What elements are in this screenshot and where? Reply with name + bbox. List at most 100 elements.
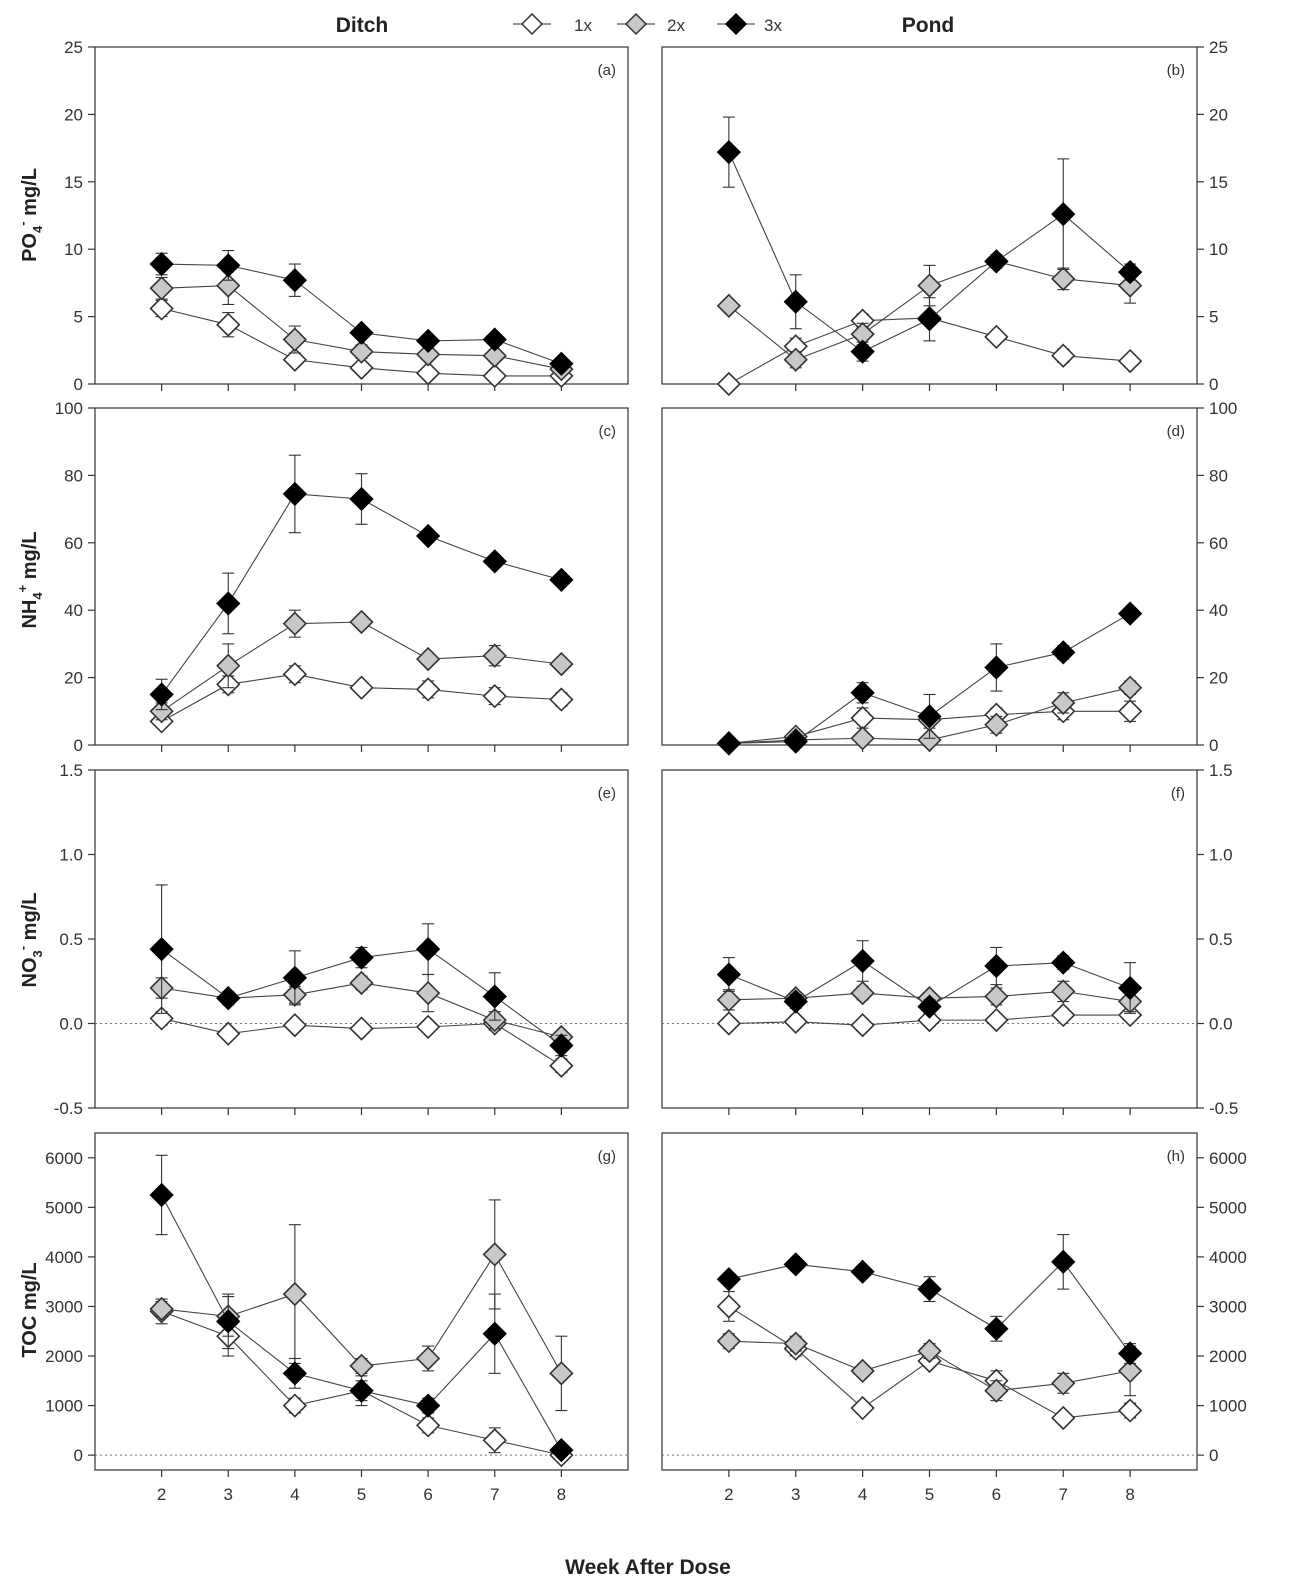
y-tick-label-c: 80 bbox=[64, 466, 83, 485]
data-point-1x bbox=[282, 1013, 308, 1038]
data-point-2x bbox=[984, 712, 1009, 737]
data-point-2x bbox=[1051, 1371, 1076, 1396]
panel-f: -0.5 0.0 0.5 1.0 1.5 (f) bbox=[661, 761, 1238, 1118]
y-tick-label-f: -0.5 bbox=[1209, 1099, 1238, 1118]
data-point-3x bbox=[149, 1182, 174, 1208]
y-tick-label-c: 20 bbox=[64, 669, 83, 688]
data-point-2x bbox=[482, 1242, 507, 1267]
y-tick-label-b: 15 bbox=[1209, 173, 1228, 192]
y-tick-label-f: 0.5 bbox=[1209, 930, 1233, 949]
y-tick-label-b: 10 bbox=[1209, 240, 1228, 259]
y-tick-label-h: 0 bbox=[1209, 1446, 1218, 1465]
data-point-3x bbox=[1117, 1341, 1143, 1366]
data-point-2x bbox=[783, 1331, 808, 1356]
data-point-3x bbox=[482, 1321, 507, 1346]
data-point-3x bbox=[716, 1267, 742, 1292]
y-tick-label-d: 80 bbox=[1209, 466, 1228, 485]
data-point-3x bbox=[917, 704, 942, 729]
y-label-no3-sub: 3 bbox=[30, 950, 45, 957]
y-tick-label-h: 1000 bbox=[1209, 1397, 1247, 1416]
legend-item-1x: 1x bbox=[513, 12, 592, 36]
x-tick-label-h: 7 bbox=[1059, 1485, 1068, 1504]
data-point-2x bbox=[149, 276, 174, 301]
data-point-3x bbox=[415, 523, 441, 549]
data-point-3x bbox=[984, 249, 1009, 274]
data-point-2x bbox=[216, 653, 241, 678]
y-tick-label-b: 5 bbox=[1209, 308, 1218, 327]
y-tick-label-g: 0 bbox=[74, 1446, 83, 1465]
panel-label-c: (c) bbox=[599, 423, 617, 440]
data-point-3x bbox=[850, 680, 875, 705]
data-point-2x bbox=[917, 273, 942, 298]
data-point-2x bbox=[716, 293, 742, 318]
data-point-2x bbox=[1117, 1358, 1143, 1384]
series-1x-f bbox=[716, 1002, 1143, 1038]
y-tick-label-h: 3000 bbox=[1209, 1297, 1247, 1316]
y-tick-label-e: 1.0 bbox=[59, 846, 83, 865]
y-label-po4-sub: 4 bbox=[30, 225, 45, 233]
y-label-nh4-unit: mg/L bbox=[19, 531, 41, 584]
data-point-1x bbox=[984, 1007, 1009, 1033]
data-point-3x bbox=[282, 481, 308, 507]
data-point-1x bbox=[1117, 1398, 1143, 1423]
series-3x-a bbox=[149, 249, 574, 376]
y-label-no3-unit: mg/L bbox=[19, 893, 41, 946]
data-point-3x bbox=[149, 937, 174, 962]
y-tick-label-e: 0.0 bbox=[59, 1015, 83, 1034]
data-point-1x bbox=[1117, 1002, 1143, 1028]
x-tick-label-g: 7 bbox=[490, 1485, 499, 1504]
data-point-2x bbox=[1051, 266, 1076, 291]
panel-label-e: (e) bbox=[598, 785, 616, 802]
data-point-3x bbox=[716, 140, 742, 165]
data-point-1x bbox=[716, 1294, 742, 1319]
y-tick-label-d: 60 bbox=[1209, 534, 1228, 553]
x-tick-label-h: 6 bbox=[992, 1485, 1001, 1504]
y-tick-label-a: 15 bbox=[64, 173, 83, 192]
y-tick-label-b: 20 bbox=[1209, 105, 1228, 124]
data-point-2x bbox=[984, 984, 1009, 1009]
data-point-3x bbox=[216, 591, 241, 616]
y-tick-label-h: 2000 bbox=[1209, 1347, 1247, 1366]
data-point-3x bbox=[216, 1309, 241, 1334]
data-point-2x bbox=[716, 987, 742, 1012]
data-point-1x bbox=[482, 684, 507, 709]
data-point-1x bbox=[716, 371, 742, 397]
legend-label-1x: 1x bbox=[574, 16, 592, 35]
series-3x-g bbox=[149, 1154, 574, 1463]
data-point-3x bbox=[549, 351, 574, 376]
y-tick-label-g: 2000 bbox=[45, 1347, 83, 1366]
x-tick-label-h: 3 bbox=[791, 1485, 800, 1504]
data-point-1x bbox=[415, 1413, 441, 1438]
data-point-3x bbox=[549, 567, 574, 593]
series-3x-d bbox=[716, 601, 1143, 756]
y-tick-label-f: 1.5 bbox=[1209, 761, 1233, 780]
y-tick-label-c: 0 bbox=[74, 736, 83, 755]
legend-marker-2x bbox=[624, 12, 648, 36]
data-point-1x bbox=[716, 1011, 742, 1036]
data-point-3x bbox=[149, 682, 174, 707]
data-point-2x bbox=[549, 651, 574, 677]
data-point-1x bbox=[783, 1009, 808, 1034]
data-point-3x bbox=[783, 989, 808, 1014]
x-tick-label-h: 5 bbox=[925, 1485, 934, 1504]
y-tick-label-e: -0.5 bbox=[54, 1099, 83, 1118]
data-point-3x bbox=[549, 1033, 574, 1058]
series-3x-b bbox=[716, 116, 1143, 364]
data-point-1x bbox=[216, 1021, 241, 1046]
y-tick-label-c: 60 bbox=[64, 534, 83, 553]
panel-c: 0 20 40 60 80 100 (c) bbox=[55, 399, 629, 755]
y-label-po4-base: PO bbox=[19, 233, 41, 262]
y-label-no3-sup: - bbox=[15, 946, 30, 950]
y-label-nh4-sup: + bbox=[15, 584, 30, 592]
data-point-3x bbox=[850, 1259, 875, 1284]
y-label-nh4-sub: 4 bbox=[30, 592, 45, 600]
panel-label-f: (f) bbox=[1171, 785, 1185, 802]
data-point-2x bbox=[282, 611, 308, 636]
y-label-no3-base: NO bbox=[19, 957, 41, 987]
data-point-3x bbox=[984, 655, 1009, 680]
data-point-3x bbox=[415, 328, 441, 353]
data-point-1x bbox=[415, 677, 441, 702]
panel-e: -0.5 0.0 0.5 1.0 1.5 (e) bbox=[54, 761, 629, 1118]
y-label-po4-unit: mg/L bbox=[19, 168, 41, 221]
